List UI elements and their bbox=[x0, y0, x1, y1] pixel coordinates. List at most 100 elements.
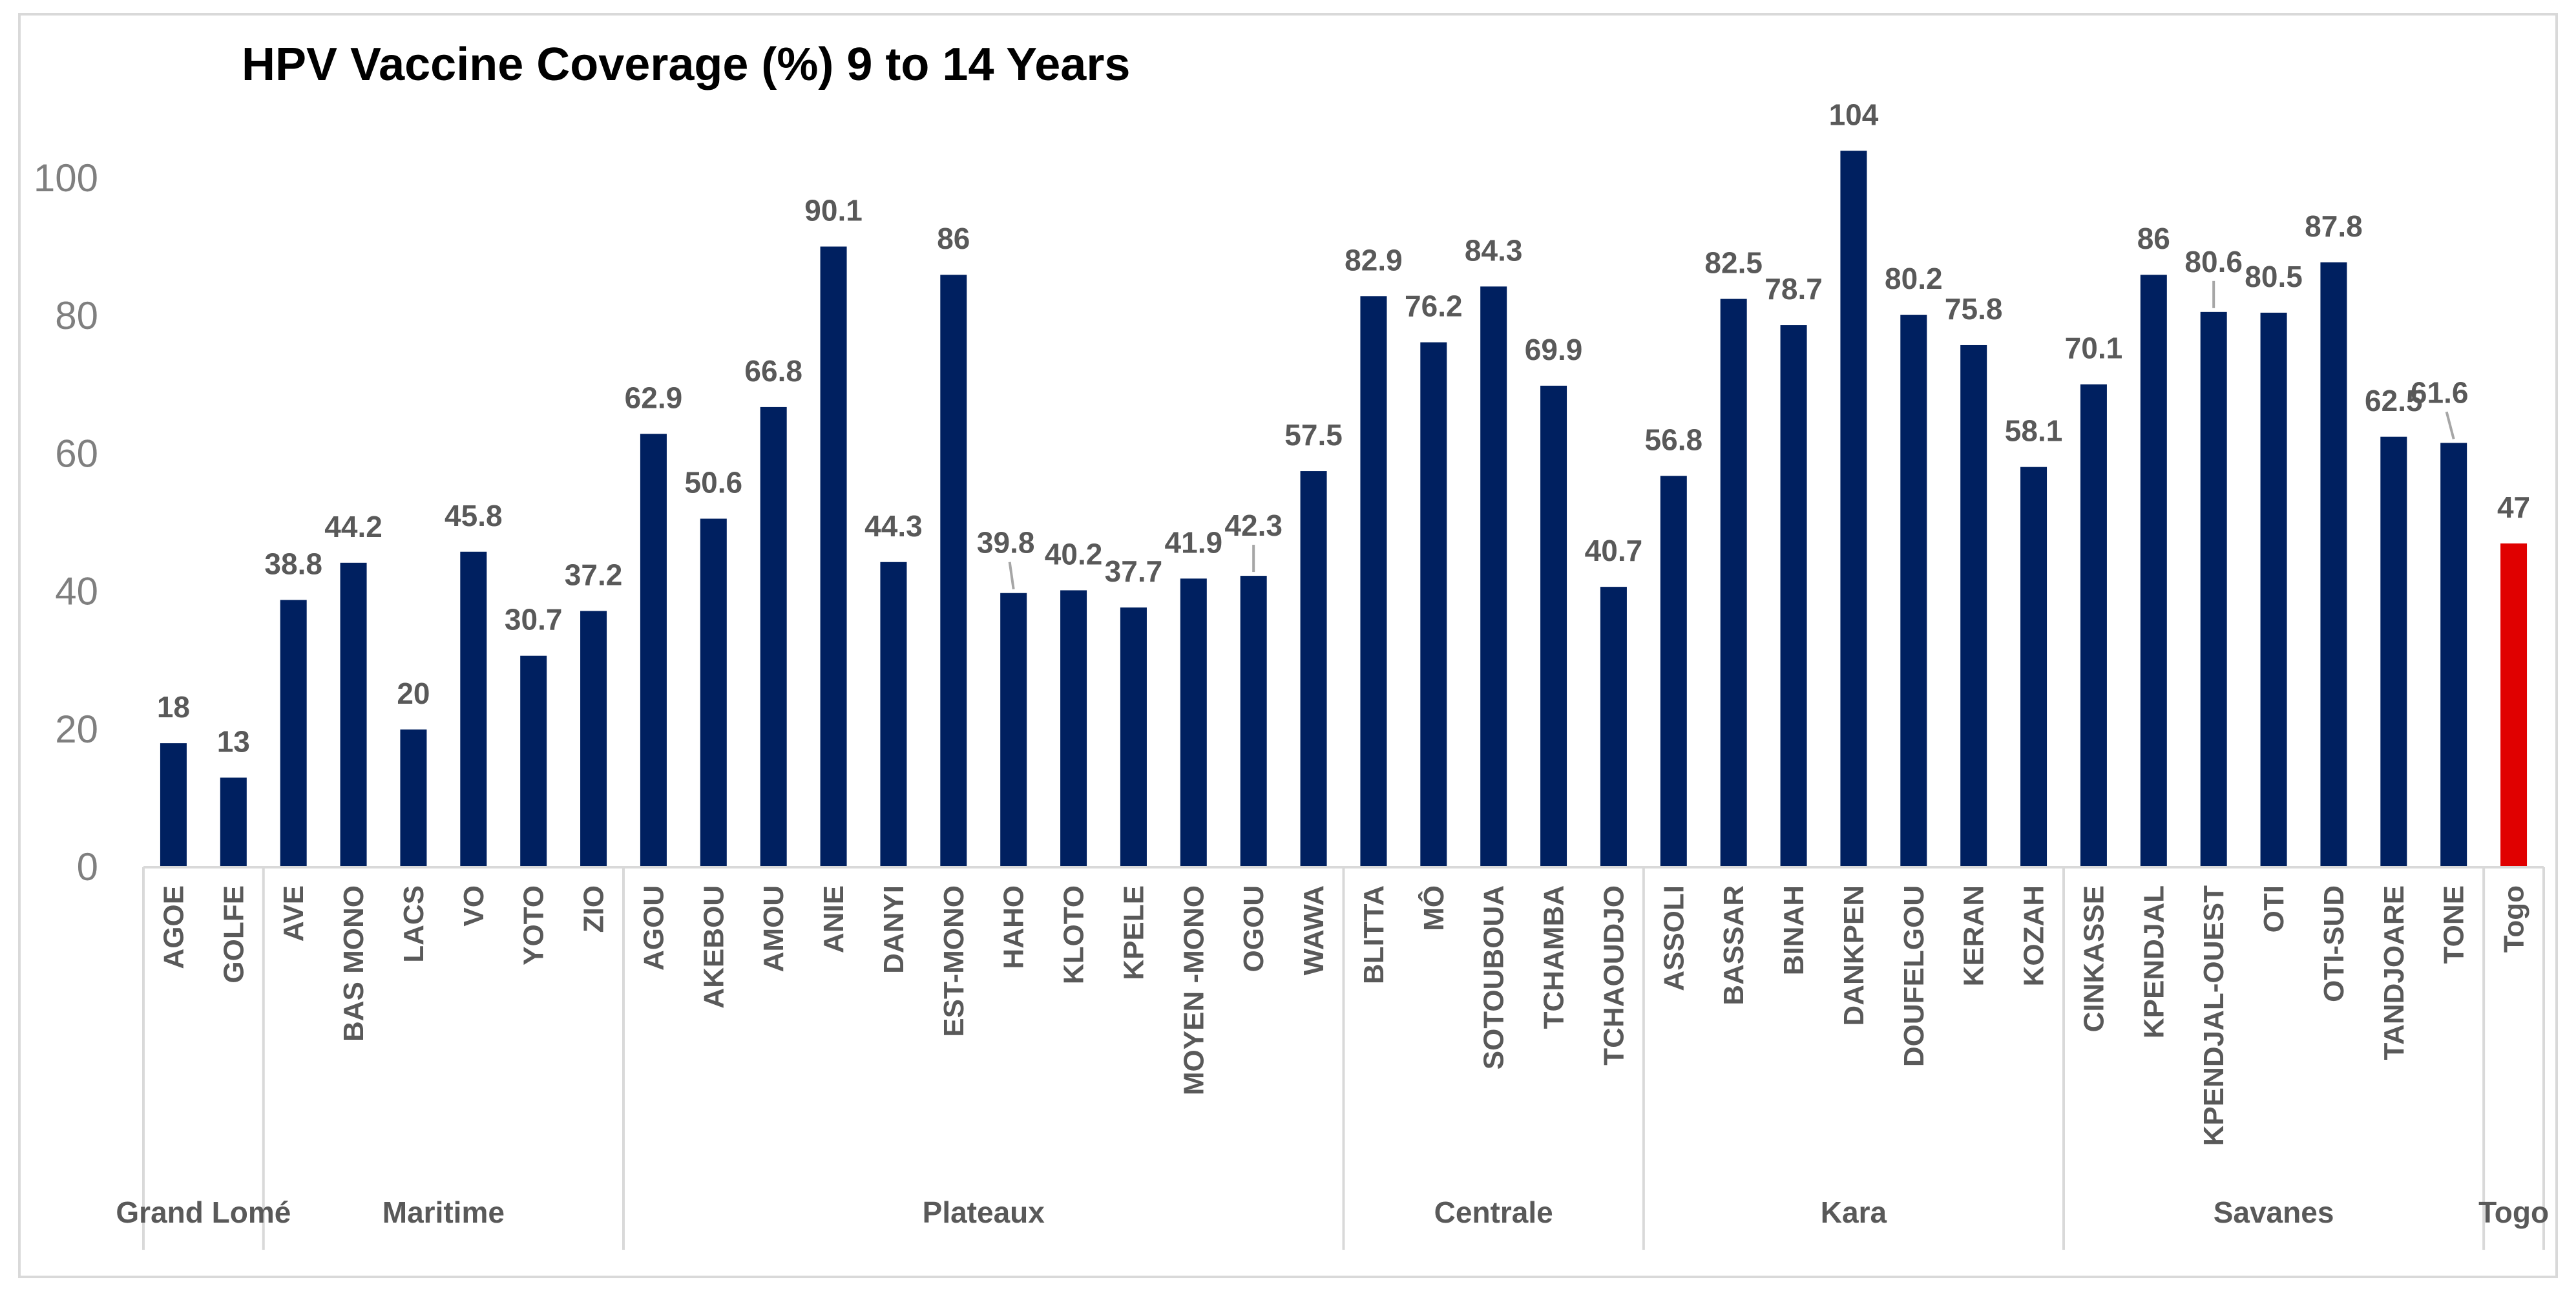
bar-m- bbox=[1420, 342, 1447, 867]
bar-kloto bbox=[1060, 590, 1087, 867]
x-tick-label: TANDJOARE bbox=[2378, 885, 2410, 1060]
x-tick-label: LACS bbox=[398, 885, 430, 963]
data-label: 76.2 bbox=[1405, 290, 1463, 323]
bar-vo bbox=[460, 551, 487, 867]
y-tick-label: 40 bbox=[55, 570, 98, 613]
x-tick-label: MOYEN -MONO bbox=[1178, 885, 1209, 1095]
data-label: 18 bbox=[157, 690, 190, 724]
y-tick-label: 60 bbox=[55, 432, 98, 475]
data-label: 62.9 bbox=[625, 381, 683, 414]
data-label: 50.6 bbox=[685, 466, 743, 500]
bar-cinkasse bbox=[2080, 384, 2107, 867]
x-tick-label: OGOU bbox=[1238, 885, 1270, 972]
x-tick-label: TCHAOUDJO bbox=[1598, 885, 1629, 1066]
data-label: 44.3 bbox=[864, 509, 923, 543]
data-label: 47 bbox=[2497, 490, 2530, 524]
data-label: 61.6 bbox=[2411, 375, 2469, 409]
data-label: 38.8 bbox=[264, 547, 322, 580]
x-tick-label: BAS MONO bbox=[338, 885, 370, 1042]
x-tick-label: ASSOLI bbox=[1658, 885, 1690, 991]
bar-zio bbox=[580, 611, 607, 867]
bar-ave bbox=[280, 600, 307, 867]
x-tick-label: SOTOUBOUA bbox=[1478, 885, 1510, 1069]
x-tick-label: WAWA bbox=[1298, 885, 1330, 975]
x-tick-label: AVE bbox=[278, 885, 309, 942]
data-label: 70.1 bbox=[2065, 332, 2123, 365]
data-label: 86 bbox=[2137, 222, 2170, 255]
bar-tchamba bbox=[1540, 385, 1567, 867]
bar-kpendjal-ouest bbox=[2200, 311, 2227, 868]
bar-yoto bbox=[520, 655, 547, 867]
group-axis: Grand Lomé Maritime Plateaux Centrale Kara Sa… bbox=[116, 867, 2549, 1250]
x-tick-label: VO bbox=[458, 885, 490, 927]
bar-bassar bbox=[1720, 299, 1747, 867]
group-label: Maritime bbox=[382, 1195, 505, 1229]
data-label: 58.1 bbox=[2005, 414, 2063, 448]
data-label: 80.6 bbox=[2184, 245, 2243, 279]
y-tick-label: 80 bbox=[55, 294, 98, 337]
bar-doufelgou bbox=[1900, 315, 1927, 867]
bar-blitta bbox=[1360, 296, 1387, 867]
bar-anie bbox=[820, 246, 847, 867]
x-tick-label: CINKASSE bbox=[2078, 885, 2110, 1032]
bar-amou bbox=[760, 406, 787, 867]
bar-oti bbox=[2260, 312, 2287, 867]
x-tick-label: HAHO bbox=[998, 885, 1030, 969]
x-tick-label: AKEBOU bbox=[698, 885, 729, 1009]
bar-binah bbox=[1780, 325, 1807, 868]
data-label: 41.9 bbox=[1165, 525, 1223, 559]
x-tick-label: DOUFELGOU bbox=[1898, 885, 1930, 1067]
chart-title: HPV Vaccine Coverage (%) 9 to 14 Years bbox=[242, 39, 1130, 90]
x-tick-label: BINAH bbox=[1778, 885, 1810, 975]
data-label: 39.8 bbox=[977, 526, 1035, 560]
bar-dankpen bbox=[1840, 151, 1867, 868]
bar-kpendjal bbox=[2140, 275, 2167, 867]
data-label: 56.8 bbox=[1645, 423, 1703, 457]
group-label: Savanes bbox=[2214, 1195, 2334, 1229]
x-tick-label: YOTO bbox=[518, 885, 550, 965]
x-tick-label: EST-MONO bbox=[938, 885, 970, 1037]
bar-haho bbox=[1000, 593, 1027, 867]
x-tick-label: DANKPEN bbox=[1838, 885, 1870, 1026]
bar-oti-sud bbox=[2320, 262, 2347, 867]
x-tick-label: AGOU bbox=[638, 885, 669, 971]
data-label: 13 bbox=[217, 724, 250, 758]
x-tick-label: KLOTO bbox=[1058, 885, 1090, 984]
x-tick-label: Togo bbox=[2498, 885, 2530, 953]
y-axis: 0 20 40 60 80 100 bbox=[34, 156, 98, 889]
group-label: Centrale bbox=[1434, 1195, 1553, 1229]
x-tick-label: KPENDJAL bbox=[2138, 885, 2170, 1038]
x-tick-label: AMOU bbox=[758, 885, 790, 972]
y-tick-label: 20 bbox=[55, 708, 98, 751]
bar-est-mono bbox=[940, 275, 967, 867]
bar-sotouboua bbox=[1480, 286, 1507, 867]
bar-bas-mono bbox=[340, 562, 367, 867]
x-tick-label: BASSAR bbox=[1718, 885, 1750, 1005]
data-label: 80.2 bbox=[1885, 262, 1943, 295]
data-label: 57.5 bbox=[1284, 418, 1343, 452]
bar-ogou bbox=[1240, 576, 1267, 867]
data-label: 90.1 bbox=[804, 194, 863, 227]
data-label: 84.3 bbox=[1465, 233, 1523, 267]
x-tick-label: BLITTA bbox=[1358, 885, 1390, 984]
bar-moyen-mono bbox=[1180, 578, 1207, 867]
bar-keran bbox=[1960, 344, 1987, 867]
bar-tone bbox=[2440, 443, 2467, 867]
data-label: 45.8 bbox=[445, 499, 503, 532]
x-tick-label: ANIE bbox=[818, 885, 850, 953]
bar-agou bbox=[640, 434, 667, 867]
data-label: 80.5 bbox=[2245, 260, 2303, 293]
x-tick-label: KOZAH bbox=[2018, 885, 2050, 986]
x-tick-label: ZIO bbox=[578, 885, 610, 932]
y-tick-label: 0 bbox=[77, 845, 98, 889]
chart-frame: HPV Vaccine Coverage (%) 9 to 14 Years 0… bbox=[18, 13, 2558, 1278]
x-tick-label: GOLFE bbox=[218, 885, 249, 984]
hpv-coverage-chart: HPV Vaccine Coverage (%) 9 to 14 Years 0… bbox=[34, 39, 2549, 1250]
data-label: 69.9 bbox=[1525, 333, 1583, 366]
bar-togo bbox=[2500, 543, 2528, 867]
data-label: 37.2 bbox=[565, 558, 623, 591]
x-tick-label: AGOE bbox=[158, 885, 189, 969]
x-tick-label: TONE bbox=[2438, 885, 2470, 963]
label-leader-line bbox=[1008, 562, 1015, 590]
data-labels-layer: 18 13 38.844.2 20 45.8 30.737.2 62.9 50.6 66.8 90… bbox=[157, 98, 2530, 758]
